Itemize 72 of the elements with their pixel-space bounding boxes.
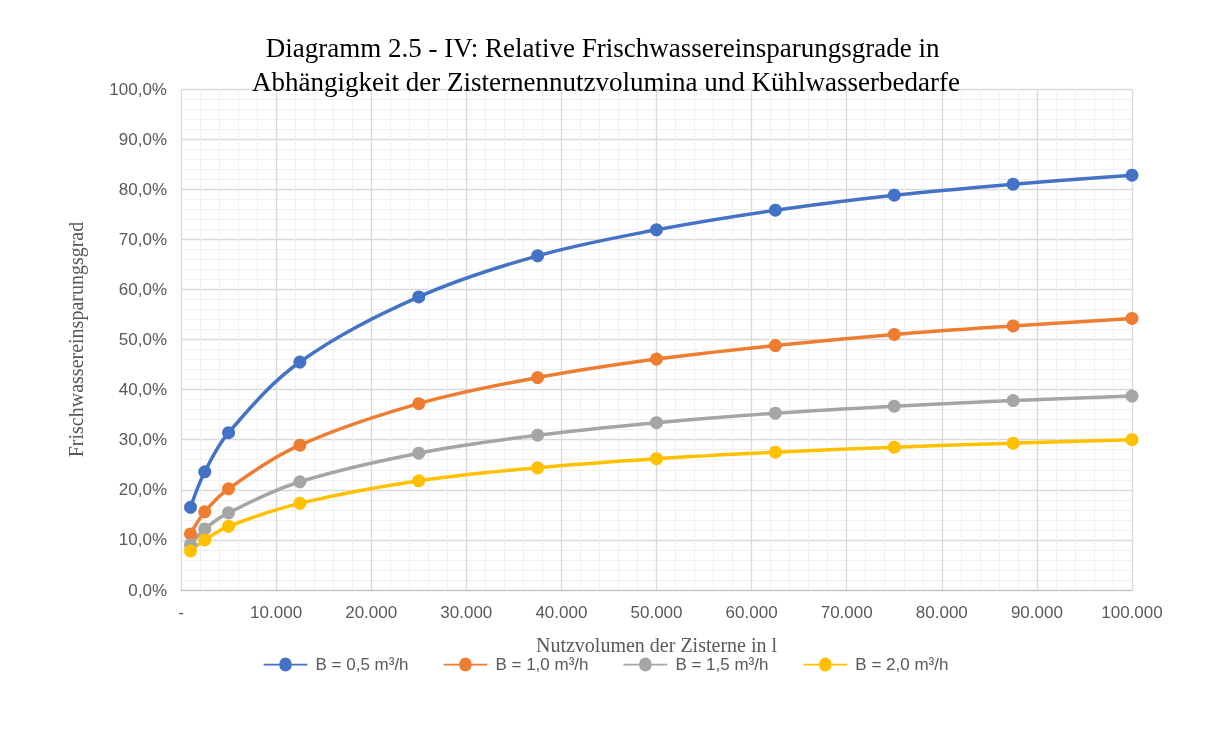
point xyxy=(768,203,782,217)
x-tick-label: 20.000 xyxy=(345,603,398,622)
point xyxy=(1006,436,1020,450)
point xyxy=(887,440,901,454)
point xyxy=(531,371,545,385)
point xyxy=(768,339,782,353)
point xyxy=(293,475,307,489)
point xyxy=(1006,394,1020,408)
point xyxy=(222,506,236,520)
x-tick-label: 50.000 xyxy=(630,603,683,622)
point xyxy=(1006,319,1020,333)
point xyxy=(412,474,426,488)
y-tick-label: 30,0% xyxy=(118,430,167,450)
point xyxy=(184,527,198,541)
point xyxy=(293,496,307,510)
x-axis-title: Nutzvolumen der Zisterne in l xyxy=(535,634,778,656)
point xyxy=(887,327,901,341)
x-tick-label: 10.000 xyxy=(250,603,303,622)
x-tick-label: 70.000 xyxy=(820,603,873,622)
point xyxy=(650,416,663,430)
point xyxy=(293,355,307,369)
x-tick-label: - xyxy=(178,603,184,622)
x-tick-label: 60.000 xyxy=(725,603,778,622)
point xyxy=(768,406,782,420)
point xyxy=(887,399,901,413)
y-tick-label: 70,0% xyxy=(118,229,167,249)
point xyxy=(531,428,545,442)
y-tick-label: 40,0% xyxy=(118,380,167,400)
y-tick-label: 80,0% xyxy=(118,179,167,199)
chart-title: Diagramm 2.5 - IV: Relative Frischwassereinsparungsgrade in Abhängigkeit der Zisternennutzvolumina und Kühlwasserbedarfe xyxy=(252,33,960,97)
point xyxy=(1125,433,1139,447)
y-tick-label: 60,0% xyxy=(118,279,167,299)
point xyxy=(198,522,212,536)
point xyxy=(412,397,426,411)
point xyxy=(650,452,663,466)
y-tick-label: 50,0% xyxy=(118,330,167,349)
point xyxy=(412,290,426,304)
point xyxy=(1125,168,1139,182)
point xyxy=(222,482,236,496)
x-tick-label: 100.000 xyxy=(1101,603,1163,622)
point xyxy=(650,352,663,366)
legend-label: B = 2,0 m³/h xyxy=(855,655,949,674)
point xyxy=(1006,177,1020,191)
point xyxy=(198,533,212,547)
point xyxy=(412,446,426,460)
legend-label: B = 1,5 m³/h xyxy=(675,655,769,674)
y-tick-label: 0,0% xyxy=(128,580,167,600)
point xyxy=(768,445,782,459)
x-tick-label: 90.000 xyxy=(1010,603,1063,622)
legend-label: B = 1,0 m³/h xyxy=(495,655,589,674)
point xyxy=(531,461,545,475)
point xyxy=(198,505,212,519)
y-tick-label: 90,0% xyxy=(118,129,167,149)
point xyxy=(531,249,545,263)
point xyxy=(1125,389,1139,403)
y-tick-label: 20,0% xyxy=(118,480,167,500)
point xyxy=(293,438,307,452)
point xyxy=(887,188,901,202)
legend-label: B = 0,5 m³/h xyxy=(315,655,409,674)
x-tick-label: 30.000 xyxy=(440,603,493,622)
y-tick-label: 100,0% xyxy=(109,79,167,99)
y-axis-title: Frischwassereinsparungsgrad xyxy=(65,221,88,458)
point xyxy=(650,223,663,237)
x-tick-label: 80.000 xyxy=(915,603,968,622)
point xyxy=(222,519,236,533)
y-tick-label: 10,0% xyxy=(118,530,167,550)
point xyxy=(184,500,198,514)
point xyxy=(198,465,212,479)
point xyxy=(1125,311,1139,325)
point xyxy=(222,426,236,440)
point xyxy=(184,544,198,558)
x-tick-label: 40.000 xyxy=(535,603,588,622)
